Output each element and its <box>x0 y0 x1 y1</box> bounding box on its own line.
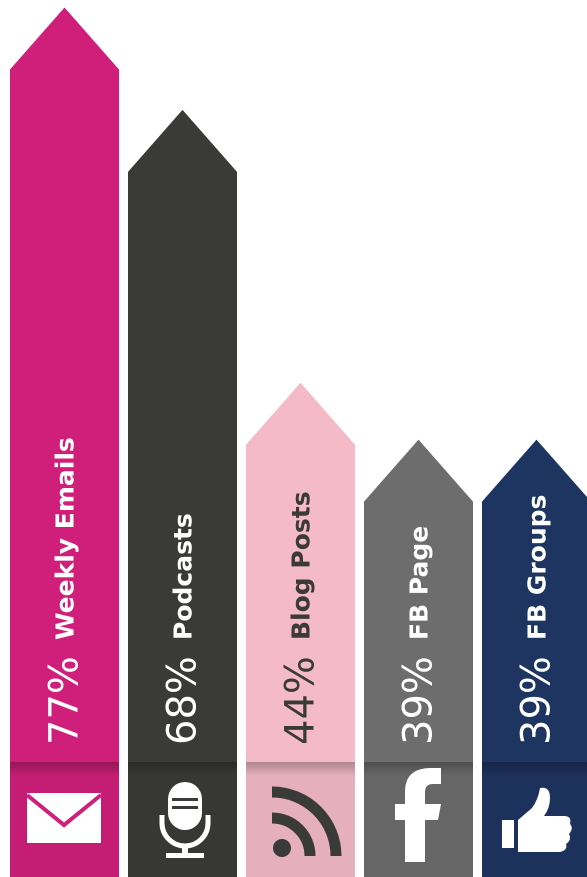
percent-label: 44% <box>278 656 324 745</box>
category-label: FB Groups <box>523 495 552 640</box>
percent-label: 68% <box>160 656 206 745</box>
microphone-icon <box>159 782 211 858</box>
arrow-bar <box>128 109 237 877</box>
icon-panel <box>246 762 355 877</box>
category-label: FB Page <box>405 526 434 640</box>
facebook-icon <box>395 768 441 862</box>
category-label: Podcasts <box>169 513 198 640</box>
arrow-bar <box>10 7 119 877</box>
percent-label: 39% <box>514 656 560 745</box>
category-label: Blog Posts <box>287 491 316 640</box>
arrow-bar <box>246 382 355 877</box>
percent-label: 77% <box>42 656 88 745</box>
thumbs-up-icon <box>502 787 572 852</box>
icons <box>25 768 572 862</box>
email-icon <box>25 793 103 843</box>
rss-icon <box>271 786 342 857</box>
bars: 77% Weekly Emails 68% Podcasts 44% Blog Posts… <box>10 7 587 877</box>
category-label: Weekly Emails <box>51 437 80 640</box>
percent-label: 39% <box>396 656 442 745</box>
